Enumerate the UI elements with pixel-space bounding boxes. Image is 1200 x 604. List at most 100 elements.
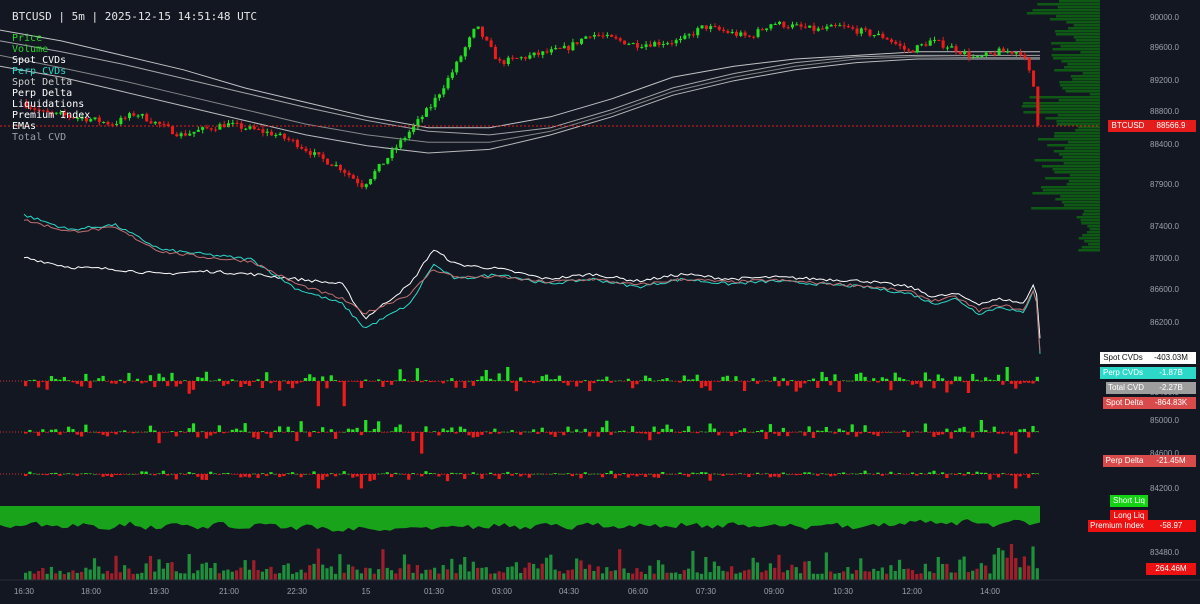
ema-line (0, 29, 1040, 129)
volume-bar (592, 570, 596, 580)
perp-delta-bar (140, 432, 144, 433)
spot-delta-bar (200, 377, 204, 381)
perp-delta-bar (420, 432, 424, 454)
perp-delta-bar (230, 429, 234, 432)
spot-delta-bar (566, 381, 570, 386)
volume-bar (863, 571, 867, 580)
candle-body (765, 28, 769, 30)
spot-delta-bar (140, 381, 144, 384)
legend-item-price[interactable]: Price (12, 33, 43, 44)
price-candles[interactable] (24, 20, 1040, 190)
volume-bar (183, 573, 187, 580)
candle-body (381, 163, 385, 165)
x-tick-label: 10:30 (832, 587, 854, 596)
perp-delta-bar (747, 432, 751, 433)
candle-body (816, 28, 820, 31)
legend-item-total-cvd[interactable]: Total CVD (12, 132, 67, 143)
legend-item-liquidations[interactable]: Liquidations (12, 99, 85, 110)
spot-delta-bar (174, 381, 178, 387)
perp-delta-bar (824, 426, 828, 432)
y-tick-label: 88400.0 (1150, 140, 1179, 149)
candle-body (93, 117, 97, 120)
legend-item-volume[interactable]: Volume (12, 44, 49, 55)
legend-item-spot-delta[interactable]: Spot Delta (12, 77, 73, 88)
volume-bar (222, 570, 226, 580)
volume-bar (260, 571, 265, 580)
spot-cvds-label: Spot CVDs (1100, 352, 1146, 364)
volume-profile-bar (1086, 231, 1100, 234)
liquidation-bar (747, 474, 751, 478)
liquidation-bar (123, 474, 127, 475)
volume-bar (532, 563, 536, 580)
volume-bar (303, 572, 308, 580)
candle-body (838, 25, 842, 27)
spot-delta-bar (493, 380, 497, 381)
spot-delta-bar (971, 373, 975, 381)
perp-delta-bar (790, 432, 794, 433)
candle-body (72, 117, 76, 119)
spot-delta-bar (833, 374, 837, 381)
perp-delta-bar (381, 432, 385, 433)
legend-item-perp-delta[interactable]: Perp Delta (12, 88, 73, 99)
spot-delta-bar (549, 379, 553, 381)
perp-delta-bar (880, 432, 884, 433)
volume-bar (411, 572, 415, 580)
liquidation-bar (191, 473, 196, 474)
spot-delta-bar (1018, 381, 1022, 384)
candle-body (28, 107, 32, 109)
volume-bar (519, 572, 523, 580)
volume-bar (269, 566, 273, 580)
volume-bar (811, 573, 816, 580)
volume-profile (1021, 0, 1100, 252)
spot-delta-bar (1005, 367, 1009, 381)
spot-delta-bar (854, 373, 859, 381)
perp-delta-bar (820, 430, 824, 432)
candle-body (825, 26, 829, 30)
perp-delta-bar (79, 432, 84, 437)
volume-bar (536, 568, 540, 580)
perp-delta-bar (695, 432, 699, 434)
volume-bar (777, 554, 781, 580)
perp-delta-bar (497, 432, 501, 434)
liquidation-bar (859, 473, 863, 474)
spot-delta-bar (243, 381, 247, 385)
candle-body (1019, 52, 1023, 55)
perp-delta-bar (286, 426, 290, 432)
legend-item-perp-cvds[interactable]: Perp CVDs (12, 66, 67, 77)
liquidation-bar (889, 471, 893, 474)
legend-item-spot-cvds[interactable]: Spot CVDs (12, 55, 67, 66)
volume-bar (114, 555, 118, 580)
perp-delta-bar (992, 426, 996, 432)
volume-bar (544, 557, 549, 580)
liquidation-bar (346, 473, 351, 475)
candle-body (480, 26, 484, 37)
perp-delta-bar (178, 431, 183, 432)
candle-body (420, 116, 424, 120)
legend-item-premium-index[interactable]: Premium Index (12, 110, 91, 121)
spot-delta-bar (665, 378, 669, 381)
perp-delta-bar (153, 430, 157, 432)
liquidation-bar (996, 474, 1001, 478)
volume-bar (807, 561, 811, 580)
volume-bar (157, 559, 161, 580)
legend-item-emas[interactable]: EMAs (12, 121, 37, 132)
volume-bar (295, 572, 299, 580)
perp-delta-bar (437, 432, 441, 436)
liquidation-bar (764, 473, 768, 474)
y-tick-label: 84200.0 (1150, 484, 1179, 493)
spot-delta-bar (67, 380, 71, 381)
spot-delta-bar (471, 381, 475, 386)
spot-delta-bar (398, 369, 402, 381)
liquidation-bar (605, 472, 609, 474)
liquidation-bar (717, 473, 721, 475)
volume-bar (463, 556, 467, 580)
volume-bar (643, 573, 648, 580)
y-tick-label: 86200.0 (1150, 318, 1179, 327)
perp-delta-bar (863, 425, 867, 432)
liquidation-bar (286, 473, 290, 474)
liquidation-bar (187, 471, 191, 474)
candle-body (390, 149, 394, 159)
liquidation-bar (915, 474, 919, 476)
volume-profile-bar (1053, 150, 1100, 153)
volume-bar (902, 568, 906, 580)
